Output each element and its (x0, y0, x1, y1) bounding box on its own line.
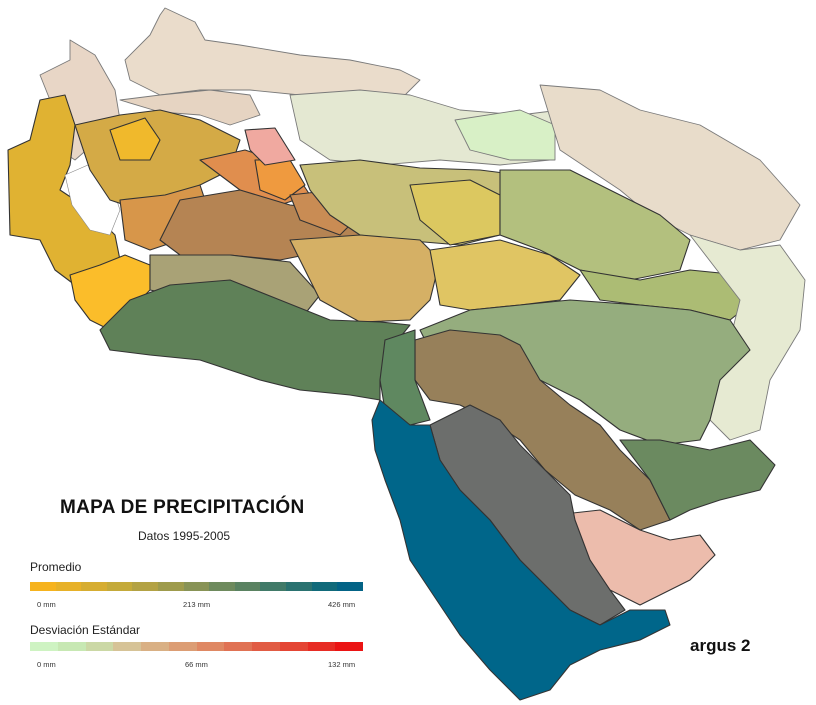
legend-stdev-tick-mid: 66 mm (185, 660, 208, 669)
brand-label: argus 2 (690, 636, 751, 655)
colorbar-swatch (85, 642, 114, 651)
colorbar-swatch (209, 582, 235, 591)
colorbar-swatch (57, 642, 86, 651)
map-region (454, 109, 556, 161)
map-region (371, 399, 671, 701)
legend-stdev-tick-min: 0 mm (37, 660, 56, 669)
map-subtitle: Datos 1995-2005 (138, 529, 231, 543)
colorbar-swatch (224, 642, 252, 651)
map-region (244, 127, 296, 166)
colorbar-swatch (183, 582, 210, 591)
colorbar-swatch (260, 582, 287, 591)
colorbar-swatch (55, 582, 82, 591)
colorbar-swatch (132, 582, 159, 591)
legend-mean-label: Promedio (30, 560, 82, 574)
colorbar-swatch (168, 642, 197, 651)
legend-mean-tick-mid: 213 mm (183, 600, 211, 609)
map-region (539, 84, 801, 251)
map-region (109, 117, 161, 161)
colorbar-swatch (286, 582, 312, 591)
colorbar-swatch (279, 642, 308, 651)
map-region (619, 439, 776, 521)
map-region (499, 169, 691, 281)
legend-stdev-tick-max: 132 mm (328, 660, 356, 669)
colorbar-swatch (30, 582, 56, 591)
map-region (289, 234, 441, 323)
colorbar-swatch (337, 582, 363, 591)
colorbar-swatch (234, 582, 261, 591)
colorbar-swatch (311, 582, 338, 591)
map-region (429, 239, 581, 311)
colorbar-swatch (196, 642, 225, 651)
colorbar-swatch (141, 642, 169, 651)
map-region (379, 329, 431, 426)
colorbar-swatch (113, 642, 141, 651)
map-title: MAPA DE PRECIPITACIÓN (60, 497, 305, 518)
colorbar-swatch (335, 642, 363, 651)
colorbar-swatch (30, 642, 58, 651)
legend-mean-colorbar (30, 582, 363, 591)
legend-stdev-label: Desviación Estándar (30, 623, 141, 637)
colorbar-swatch (158, 582, 184, 591)
colorbar-swatch (307, 642, 336, 651)
colorbar-swatch (252, 642, 280, 651)
colorbar-swatch (106, 582, 133, 591)
legend-mean-tick-max: 426 mm (328, 600, 356, 609)
legend-stdev-colorbar (30, 642, 363, 651)
legend-mean-tick-min: 0 mm (37, 600, 56, 609)
colorbar-swatch (81, 582, 107, 591)
map-region (124, 7, 421, 101)
